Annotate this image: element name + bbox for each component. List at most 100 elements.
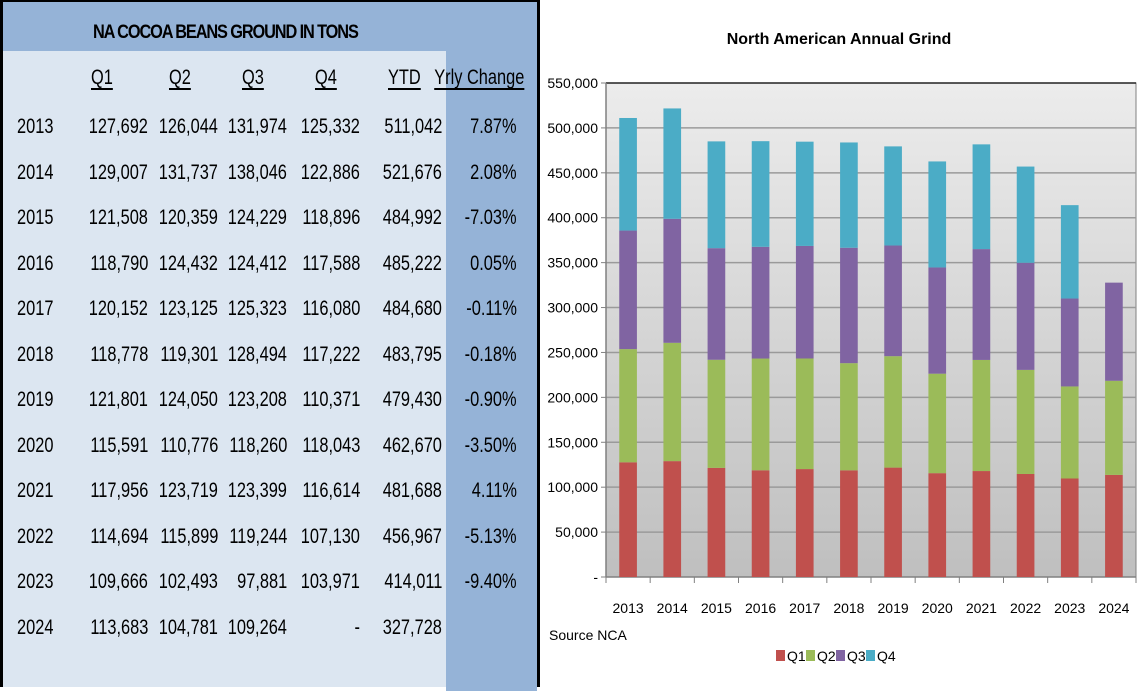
x-tick-label: 2016	[745, 600, 776, 616]
cell-q4: 122,886	[300, 160, 360, 184]
source-note: Source NCA	[549, 627, 627, 643]
bar-q2-2022	[1016, 369, 1035, 474]
cell-q1: 121,508	[88, 206, 148, 229]
bar-q1-2020	[928, 473, 947, 577]
cell-q2: 124,050	[158, 388, 218, 411]
cell-q2: 123,125	[158, 297, 218, 320]
cell-change: -9.40%	[465, 570, 517, 593]
table-title: NA COCOA BEANS GROUND IN TONS	[93, 22, 359, 43]
bar-q3-2020	[928, 267, 947, 374]
bar-q4-2017	[795, 141, 814, 246]
bar-q2-2024	[1105, 380, 1123, 475]
cell-q1: 118,778	[89, 342, 148, 366]
legend-swatch-q4	[866, 650, 875, 661]
cell-year: 2016	[17, 251, 54, 275]
cell-q2: 119,301	[159, 342, 218, 366]
bar-q3-2017	[795, 245, 814, 359]
cell-q4: 117,222	[301, 342, 360, 366]
cell-change: -3.50%	[465, 433, 517, 457]
cell-q3: 124,229	[227, 206, 287, 229]
y-tick-label: 500,000	[547, 120, 598, 136]
cell-q2: 124,432	[158, 251, 218, 275]
column-header-q3: Q3	[241, 66, 264, 89]
bar-q3-2015	[707, 248, 726, 360]
bar-q3-2016	[751, 246, 770, 359]
bar-q2-2018	[840, 363, 858, 471]
plot-background	[605, 82, 1137, 578]
cell-q1: 115,591	[89, 433, 148, 457]
cell-q3: 97,881	[236, 570, 287, 593]
cell-year: 2013	[17, 115, 54, 138]
bar-q4-2023	[1060, 205, 1079, 299]
x-tick-label: 2013	[613, 600, 644, 616]
bar-q1-2017	[795, 469, 814, 577]
cell-change: -0.90%	[465, 388, 517, 411]
bar-q2-2021	[972, 359, 991, 472]
cell-q3: 131,974	[227, 115, 287, 138]
y-tick-label: 100,000	[547, 479, 598, 495]
panel-divider	[537, 0, 540, 687]
cell-q1: 129,007	[88, 160, 148, 184]
bar-q3-2014	[663, 218, 682, 343]
column-header-q2: Q2	[168, 66, 191, 89]
bar-q3-2021	[972, 249, 991, 360]
cell-q4: 118,896	[301, 206, 360, 229]
column-header-ytd: YTD	[388, 66, 421, 89]
bar-q2-2016	[751, 358, 770, 471]
cell-q2: 115,899	[159, 524, 218, 548]
cell-change: -7.03%	[465, 206, 517, 229]
cell-q3: 128,494	[227, 342, 287, 366]
cell-q3: 124,412	[227, 251, 287, 275]
cell-year: 2015	[17, 206, 54, 229]
x-tick-label: 2024	[1098, 600, 1129, 616]
bar-q1-2022	[1016, 473, 1035, 577]
cell-change: 0.05%	[470, 251, 517, 275]
bar-q2-2020	[928, 373, 947, 474]
legend-swatch-q2	[806, 650, 815, 661]
cell-q3: 123,208	[227, 388, 287, 411]
x-tick-label: 2014	[657, 600, 688, 616]
cell-q2: 102,493	[158, 570, 218, 593]
y-tick-label: 50,000	[555, 524, 598, 540]
cell-q2: 126,044	[158, 115, 218, 138]
cell-q1: 118,790	[89, 251, 148, 275]
cell-ytd: 462,670	[382, 433, 442, 457]
cell-q4: 117,588	[301, 251, 360, 275]
cell-q2: 120,359	[158, 206, 218, 229]
y-tick-label: -	[593, 569, 598, 585]
data-table: NA COCOA BEANS GROUND IN TONS Q1 Q2 Q3 Q4 YT…	[0, 0, 537, 691]
legend-label-q1: Q1	[787, 648, 806, 664]
cell-ytd: 483,795	[382, 342, 442, 366]
x-tick-label: 2019	[878, 600, 909, 616]
cell-q3: 138,046	[227, 160, 287, 184]
cell-q1: 113,683	[89, 615, 148, 639]
cell-change: 4.11%	[471, 479, 517, 502]
bar-q4-2018	[840, 142, 858, 248]
bar-q2-2015	[707, 359, 726, 468]
cell-q4: 116,080	[301, 297, 360, 320]
cell-q2: 131,737	[158, 160, 218, 184]
cell-ytd: 479,430	[382, 388, 442, 411]
cell-ytd: 511,042	[383, 115, 442, 138]
cell-year: 2019	[17, 388, 54, 411]
cell-ytd: 456,967	[382, 524, 442, 548]
x-tick-label: 2018	[833, 600, 864, 616]
cell-q4: 125,332	[300, 115, 360, 138]
legend: Q1 Q2 Q3 Q4	[776, 648, 896, 664]
cell-q4: 116,614	[301, 479, 360, 502]
bar-q3-2022	[1016, 262, 1035, 370]
bar-q4-2020	[928, 161, 947, 268]
bar-q3-2023	[1060, 298, 1079, 387]
y-tick-label: 550,000	[547, 75, 598, 91]
cell-ytd: 327,728	[382, 615, 442, 639]
cell-q1: 127,692	[88, 115, 148, 138]
bar-q1-2016	[751, 470, 770, 577]
bar-q2-2019	[884, 356, 902, 468]
cell-change: 7.87%	[470, 115, 517, 138]
bar-q3-2024	[1105, 282, 1123, 381]
y-tick-label: 450,000	[547, 165, 598, 181]
bar-q4-2013	[619, 117, 637, 231]
cell-ytd: 414,011	[383, 570, 442, 593]
cell-ytd: 521,676	[382, 160, 442, 184]
bar-q4-2022	[1016, 166, 1035, 263]
